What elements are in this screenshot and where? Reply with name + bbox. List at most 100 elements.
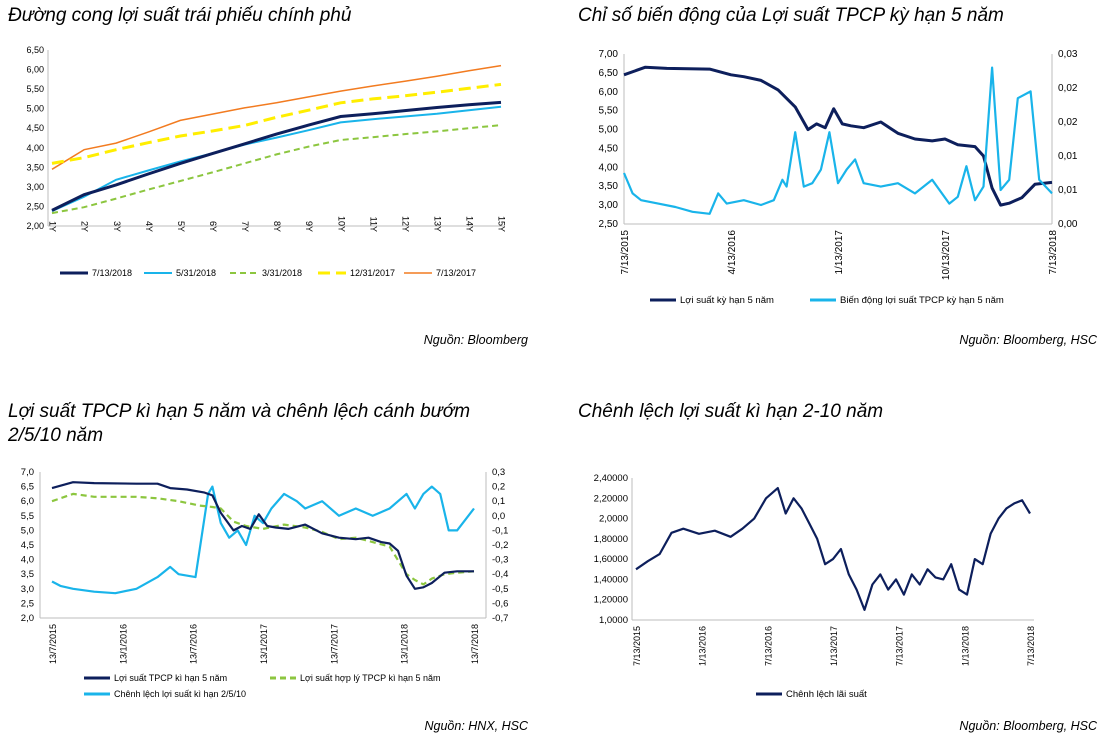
series-line <box>51 485 475 595</box>
y-tick-label-left: 7,00 <box>599 49 619 60</box>
y-tick-label-left: 5,50 <box>599 106 619 117</box>
x-tick-label: 13/1/2017 <box>259 624 269 664</box>
x-tick-label: 13Y <box>432 216 442 232</box>
x-tick-label: 13/1/2018 <box>400 624 410 664</box>
x-tick-label: 10/13/2017 <box>941 230 952 280</box>
x-tick-label: 4/13/2016 <box>727 230 738 275</box>
series-line <box>51 105 502 213</box>
y-tick-label: 1,80000 <box>594 534 628 545</box>
y-tick-label: 4,00 <box>26 143 44 153</box>
y-tick-label-left: 4,0 <box>21 555 34 566</box>
y-tick-label-right: 0,02 <box>1058 117 1078 128</box>
chart1-title: Đường cong lợi suất trái phiếu chính phủ <box>8 5 352 26</box>
x-tick-label: 3Y <box>112 221 122 232</box>
y-tick-label-right: 0,1 <box>492 496 505 507</box>
y-tick-label-left: 6,5 <box>21 482 34 493</box>
y-tick-label-left: 3,00 <box>599 200 619 211</box>
y-tick-label: 5,00 <box>26 104 44 114</box>
series-line <box>51 82 502 165</box>
x-tick-label: 1/13/2017 <box>834 230 845 275</box>
x-tick-label: 13/7/2016 <box>189 624 199 664</box>
y-tick-label: 1,40000 <box>594 574 628 585</box>
x-tick-label: 13/7/2017 <box>329 624 339 664</box>
series-line <box>635 487 1031 611</box>
x-tick-label: 7/13/2018 <box>1026 626 1036 666</box>
legend-label: 7/13/2017 <box>436 268 476 278</box>
y-tick-label-left: 5,5 <box>21 511 34 522</box>
y-tick-label-right: -0,4 <box>492 569 508 580</box>
y-tick-label: 1,0000 <box>599 615 628 626</box>
chart1-yield-curve: 2,00 2,50 3,00 3,50 4,00 4,50 5,00 5,50 6,00 6,50… <box>26 45 506 278</box>
y-tick-label-left: 3,0 <box>21 584 34 595</box>
series-line <box>51 481 474 590</box>
x-tick-label: 8Y <box>272 221 282 232</box>
y-tick-label-left: 4,00 <box>599 162 619 173</box>
chart2-source: Nguồn: Bloomberg, HSC <box>959 333 1097 347</box>
y-tick-label-left: 6,50 <box>599 68 619 79</box>
legend-label: Lợi suất kỳ hạn 5 năm <box>680 295 774 306</box>
y-tick-label: 2,40000 <box>594 473 628 484</box>
x-tick-label: 12Y <box>400 216 410 232</box>
y-tick-label: 1,20000 <box>594 595 628 606</box>
y-tick-label-left: 5,00 <box>599 125 619 136</box>
y-tick-label-left: 4,50 <box>599 143 619 154</box>
x-tick-label: 13/7/2015 <box>48 624 58 664</box>
y-tick-label: 3,50 <box>26 162 44 172</box>
x-tick-label: 4Y <box>144 221 154 232</box>
x-tick-label: 1/13/2017 <box>829 626 839 666</box>
chart3-butterfly-spread: 2,0 2,5 3,0 3,5 4,0 4,5 5,0 5,5 6,0 6,5 7,0 -0,7 -0,… <box>21 467 509 699</box>
series-line <box>51 124 502 215</box>
chart4-source: Nguồn: Bloomberg, HSC <box>959 719 1097 733</box>
y-tick-label-left: 2,0 <box>21 613 34 624</box>
y-tick-label-right: 0,03 <box>1058 49 1078 60</box>
legend-label: Biến động lợi suất TPCP kỳ hạn 5 năm <box>840 295 1004 306</box>
y-tick-label: 4,50 <box>26 123 44 133</box>
legend-label: 3/31/2018 <box>262 268 302 278</box>
chart4-title: Chênh lệch lợi suất kì hạn 2-10 năm <box>578 401 884 422</box>
y-tick-label: 3,00 <box>26 182 44 192</box>
y-tick-label-right: -0,6 <box>492 598 508 609</box>
y-tick-label-left: 2,5 <box>21 598 34 609</box>
y-tick-label-right: -0,1 <box>492 525 508 536</box>
y-tick-label-right: -0,5 <box>492 584 508 595</box>
y-tick-label: 2,00 <box>26 221 44 231</box>
x-tick-label: 2Y <box>80 221 90 232</box>
y-tick-label-right: 0,00 <box>1058 219 1078 230</box>
x-tick-label: 14Y <box>465 216 475 232</box>
chart2-volatility: 2,50 3,00 3,50 4,00 4,50 5,00 5,50 6,00 6,50 7,00… <box>599 49 1078 306</box>
y-tick-label-right: -0,3 <box>492 555 508 566</box>
y-tick-label-right: 0,2 <box>492 482 505 493</box>
x-tick-label: 7/13/2016 <box>763 626 773 666</box>
x-tick-label: 7Y <box>240 221 250 232</box>
y-tick-label: 1,60000 <box>594 554 628 565</box>
series-line <box>51 64 502 170</box>
y-tick-label-right: 0,02 <box>1058 83 1078 94</box>
legend-label: 7/13/2018 <box>92 268 132 278</box>
x-tick-label: 11Y <box>368 217 378 232</box>
series-line <box>51 100 502 212</box>
legend-label: Chênh lệch lợi suất kì hạn 2/5/10 <box>114 689 246 699</box>
x-tick-label: 5Y <box>176 221 186 232</box>
x-tick-label: 1/13/2018 <box>960 626 970 666</box>
y-tick-label: 6,00 <box>26 65 44 75</box>
y-tick-label-right: 0,01 <box>1058 185 1078 196</box>
x-tick-label: 6Y <box>208 221 218 232</box>
y-tick-label: 2,20000 <box>594 493 628 504</box>
y-tick-label-left: 3,50 <box>599 181 619 192</box>
x-tick-label: 7/13/2017 <box>895 626 905 666</box>
y-tick-label-right: 0,01 <box>1058 151 1078 162</box>
legend-label: 12/31/2017 <box>350 268 395 278</box>
x-tick-label: 13/7/2018 <box>470 624 480 664</box>
y-tick-label-right: 0,0 <box>492 511 505 522</box>
x-tick-label: 7/13/2018 <box>1048 230 1059 275</box>
y-tick-label-left: 6,00 <box>599 87 619 98</box>
y-tick-label-right: -0,7 <box>492 613 508 624</box>
series-line <box>51 492 475 586</box>
chart1-source: Nguồn: Bloomberg <box>423 333 528 347</box>
x-tick-label: 7/13/2015 <box>632 626 642 666</box>
x-tick-label: 7/13/2015 <box>620 230 631 275</box>
series-line <box>622 66 1053 215</box>
y-tick-label-left: 2,50 <box>599 219 619 230</box>
legend-label: Lợi suất TPCP kì hạn 5 năm <box>114 673 227 683</box>
legend-label: 5/31/2018 <box>176 268 216 278</box>
